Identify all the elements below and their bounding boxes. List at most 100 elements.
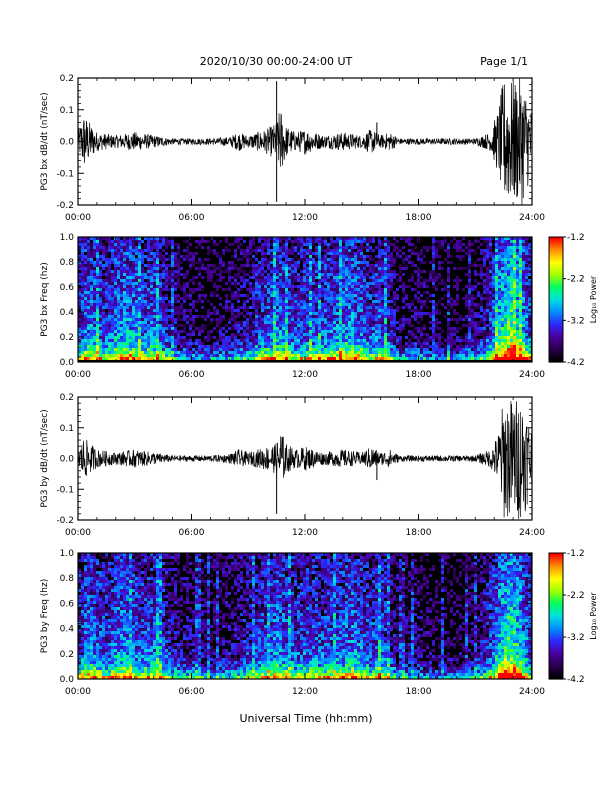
spectrogram-cell <box>282 318 285 321</box>
spectrogram-cell <box>159 318 162 321</box>
spectrogram-cell <box>351 294 354 297</box>
spectrogram-cell <box>270 315 273 318</box>
spectrogram-cell <box>201 357 204 360</box>
spectrogram-cell <box>342 339 345 342</box>
spectrogram-cell <box>270 324 273 327</box>
spectrogram-cell <box>117 267 120 270</box>
spectrogram-cell <box>381 282 384 285</box>
spectrogram-cell <box>381 324 384 327</box>
spectrogram-cell <box>147 261 150 264</box>
spectrogram-cell <box>153 327 156 330</box>
spectrogram-cell <box>504 330 507 333</box>
spectrogram-cell <box>90 315 93 318</box>
spectrogram-cell <box>273 357 276 360</box>
spectrogram-cell <box>228 273 231 276</box>
spectrogram-cell <box>309 267 312 270</box>
spectrogram-cell <box>273 249 276 252</box>
spectrogram-cell <box>159 279 162 282</box>
spectrogram-cell <box>480 300 483 303</box>
spectrogram-cell <box>375 312 378 315</box>
spectrogram-cell <box>369 294 372 297</box>
spectrogram-cell <box>399 330 402 333</box>
spectrogram-cell <box>159 351 162 354</box>
spectrogram-cell <box>345 333 348 336</box>
spectrogram-cell <box>114 246 117 249</box>
spectrogram-cell <box>366 282 369 285</box>
spectrogram-cell <box>480 252 483 255</box>
spectrogram-cell <box>438 333 441 336</box>
spectrogram-cell <box>288 309 291 312</box>
spectrogram-cell <box>255 357 258 360</box>
spectrogram-cell <box>411 273 414 276</box>
spectrogram-cell <box>138 327 141 330</box>
spectrogram-cell <box>132 270 135 273</box>
spectrogram-cell <box>327 252 330 255</box>
spectrogram-cell <box>486 237 489 240</box>
spectrogram-cell <box>468 294 471 297</box>
spectrogram-cell <box>339 336 342 339</box>
spectrogram-cell <box>288 270 291 273</box>
spectrogram-cell <box>438 312 441 315</box>
spectrogram-cell <box>81 258 84 261</box>
spectrogram-cell <box>321 303 324 306</box>
spectrogram-cell <box>315 273 318 276</box>
spectrogram-cell <box>396 309 399 312</box>
spectrogram-cell <box>177 336 180 339</box>
spectrogram-cell <box>123 333 126 336</box>
spectrogram-cell <box>321 243 324 246</box>
spectrogram-cell <box>111 303 114 306</box>
spectrogram-cell <box>423 270 426 273</box>
spectrogram-cell <box>270 279 273 282</box>
spectrogram-cell <box>189 336 192 339</box>
spectrogram-cell <box>441 243 444 246</box>
spectrogram-cell <box>168 288 171 291</box>
spectrogram-cell <box>306 321 309 324</box>
spectrogram-cell <box>378 294 381 297</box>
spectrogram-cell <box>444 258 447 261</box>
spectrogram-cell <box>249 342 252 345</box>
spectrogram-cell <box>480 330 483 333</box>
spectrogram-cell <box>270 252 273 255</box>
spectrogram-cell <box>108 345 111 348</box>
spectrogram-cell <box>408 261 411 264</box>
spectrogram-cell <box>498 297 501 300</box>
spectrogram-cell <box>387 255 390 258</box>
spectrogram-cell <box>405 303 408 306</box>
spectrogram-cell <box>477 312 480 315</box>
spectrogram-cell <box>126 330 129 333</box>
spectrogram-cell <box>168 240 171 243</box>
spectrogram-cell <box>480 342 483 345</box>
spectrogram-cell <box>216 321 219 324</box>
spectrogram-cell <box>99 261 102 264</box>
spectrogram-cell <box>99 264 102 267</box>
spectrogram-cell <box>105 342 108 345</box>
spectrogram-cell <box>318 258 321 261</box>
spectrogram-cell <box>246 273 249 276</box>
spectrogram-cell <box>453 300 456 303</box>
spectrogram-cell <box>492 357 495 360</box>
spectrogram-cell <box>477 351 480 354</box>
spectrogram-cell <box>441 297 444 300</box>
spectrogram-cell <box>333 345 336 348</box>
spectrogram-cell <box>369 285 372 288</box>
spectrogram-cell <box>177 297 180 300</box>
spectrogram-cell <box>159 291 162 294</box>
spectrogram-cell <box>477 321 480 324</box>
spectrogram-cell <box>192 291 195 294</box>
spectrogram-cell <box>114 345 117 348</box>
spectrogram-cell <box>288 342 291 345</box>
spectrogram-cell <box>114 279 117 282</box>
spectrogram-cell <box>396 354 399 357</box>
spectrogram-cell <box>459 267 462 270</box>
spectrogram-cell <box>138 303 141 306</box>
spectrogram-cell <box>120 330 123 333</box>
spectrogram-cell <box>279 327 282 330</box>
spectrogram-cell <box>495 357 498 360</box>
spectrogram-cell <box>162 276 165 279</box>
spectrogram-cell <box>309 249 312 252</box>
spectrogram-cell <box>153 297 156 300</box>
spectrogram-cell <box>297 339 300 342</box>
spectrogram-cell <box>429 321 432 324</box>
spectrogram-cell <box>306 348 309 351</box>
spectrogram-cell <box>378 303 381 306</box>
